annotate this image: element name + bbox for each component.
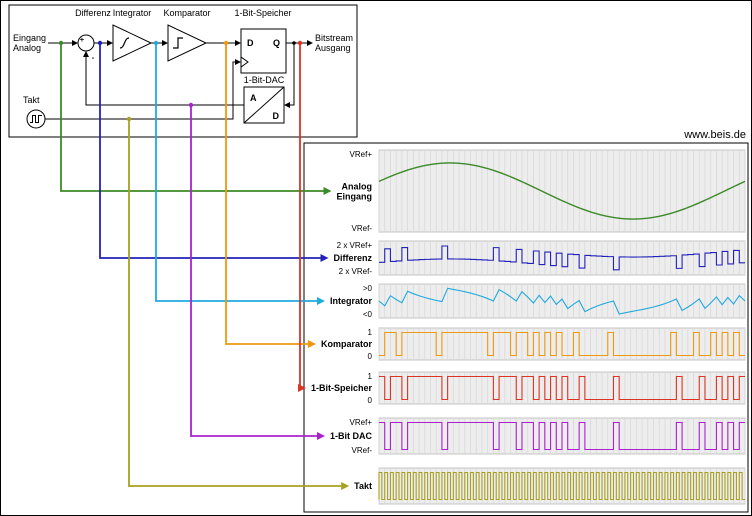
differenz-waveform <box>379 245 745 271</box>
komparator-symbol-icon <box>173 37 183 49</box>
komparator-bottom-scale-label: 0 <box>368 352 373 361</box>
input-arrow-icon <box>72 40 78 46</box>
dac-a-pin: A <box>250 93 257 103</box>
dac-diagonal <box>243 86 285 124</box>
arrow-icon <box>83 51 89 57</box>
takt-signal-arrow-icon <box>341 482 350 490</box>
clock-grid-lines <box>378 150 746 232</box>
flipflop-d-pin: D <box>247 38 254 48</box>
analog-eingang-signal-arrow-icon <box>323 187 332 195</box>
komparator-top-scale-label: 1 <box>368 328 373 337</box>
differenz-top-scale-label: 2 x VRef+ <box>337 241 373 250</box>
komparator-waveform <box>379 331 745 357</box>
1-bit-dac-signal-arrow-icon <box>317 432 325 440</box>
waveform-row-integrator: >0 <0 Integrator <box>330 283 746 319</box>
waveform-row-1-bit-speicher: 1 0 1-Bit-Speicher <box>311 371 746 405</box>
komparator-name-label: Komparator <box>321 339 373 349</box>
waveform-row-takt: Takt <box>354 467 746 505</box>
waveform-row-1-bit-dac: VRef+ VRef- 1-Bit DAC <box>330 417 746 455</box>
clock-label: Takt <box>23 95 40 105</box>
block-diagram: Eingang Analog + - Differenz Integrator … <box>8 4 358 138</box>
1-bit-dac-top-scale-label: VRef+ <box>350 418 373 427</box>
website-watermark: www.beis.de <box>683 129 746 141</box>
waveform-row-komparator: 1 0 Komparator <box>321 327 746 361</box>
1-bit-dac-waveform <box>379 421 745 451</box>
1-bit-speicher-tap-point <box>297 40 303 46</box>
differenz-signal-wire <box>99 43 321 259</box>
integrator-waveform <box>378 287 746 315</box>
komparator-tap-point <box>223 40 229 46</box>
komparator-signal-wire <box>225 43 308 345</box>
dac-block-label: 1-Bit-DAC <box>244 75 285 85</box>
flipflop-q-pin: Q <box>273 38 280 48</box>
differenz-block-label: Differenz <box>75 8 111 18</box>
integrator-signal-wire <box>155 43 317 302</box>
1-bit-dac-tap-point <box>188 102 194 108</box>
1-bit-speicher-bottom-scale-label: 0 <box>368 396 373 405</box>
bitstream-output-label-line2: Ausgang <box>315 43 351 53</box>
komparator-signal-arrow-icon <box>307 340 316 348</box>
analog-eingang-top-scale-label: VRef+ <box>350 150 373 159</box>
flipflop-block <box>240 28 287 74</box>
integrator-tap-point <box>153 40 159 46</box>
takt-tap-point <box>126 116 132 122</box>
arrow-icon <box>107 40 113 46</box>
arrow-icon <box>235 59 241 65</box>
integrator-bottom-scale-label: <0 <box>363 310 373 319</box>
arrow-icon <box>162 40 168 46</box>
analog-eingang-tap-point <box>58 40 64 46</box>
differenz-name-label: Differenz <box>333 253 372 263</box>
analog-eingang-bottom-scale-label: VRef- <box>352 224 373 233</box>
1-bit-dac-bottom-scale-label: VRef- <box>352 446 373 455</box>
block-diagram-border <box>8 4 358 138</box>
arrow-icon <box>284 102 290 108</box>
dac-d-pin: D <box>273 111 280 121</box>
analog-eingang-waveform <box>378 162 746 220</box>
1-bit-speicher-waveform <box>379 375 745 401</box>
differenz-tap-point <box>97 40 103 46</box>
1-bit-speicher-name-label: 1-Bit-Speicher <box>311 383 373 393</box>
analog-input-label-line2: Analog <box>13 43 41 53</box>
takt-signal-wire <box>128 119 342 487</box>
analog-input-label-line1: Eingang <box>13 33 46 43</box>
integrator-block-label: Integrator <box>113 8 152 18</box>
integrator-block <box>112 24 153 62</box>
analog-eingang-signal-wire <box>60 43 324 192</box>
differenz-signal-arrow-icon <box>320 254 329 262</box>
feedback-wire <box>290 43 295 106</box>
1-bit-dac-signal-wire <box>190 105 317 437</box>
takt-waveform <box>378 471 745 501</box>
integrator-signal-arrow-icon <box>316 297 325 305</box>
analog-eingang-name-label: Eingang <box>337 192 373 202</box>
komparator-block <box>167 24 208 62</box>
integrator-symbol-icon <box>119 37 130 49</box>
sum-minus-sign: - <box>92 53 95 62</box>
takt-name-label: Takt <box>354 481 372 491</box>
arrow-icon <box>235 40 241 46</box>
clock-wire <box>45 61 235 120</box>
integrator-top-scale-label: >0 <box>363 284 373 293</box>
1-bit-speicher-top-scale-label: 1 <box>368 372 373 381</box>
1-bit-dac-name-label: 1-Bit DAC <box>330 431 372 441</box>
integrator-name-label: Integrator <box>330 296 373 306</box>
speicher-block-label: 1-Bit-Speicher <box>234 8 291 18</box>
analog-eingang-name-label: Analog <box>342 182 373 192</box>
differenz-bottom-scale-label: 2 x VRef- <box>339 267 373 276</box>
signal-tap-wires <box>58 40 350 490</box>
clock-symbol-icon <box>30 115 42 123</box>
1-bit-speicher-signal-arrow-icon <box>297 384 306 392</box>
sum-plus-sign: + <box>80 35 85 44</box>
komparator-block-label: Komparator <box>163 8 210 18</box>
arrow-icon <box>307 40 313 46</box>
bitstream-output-label-line1: Bitstream <box>315 33 353 43</box>
waveform-row-differenz: 2 x VRef+ 2 x VRef- Differenz <box>333 240 746 276</box>
